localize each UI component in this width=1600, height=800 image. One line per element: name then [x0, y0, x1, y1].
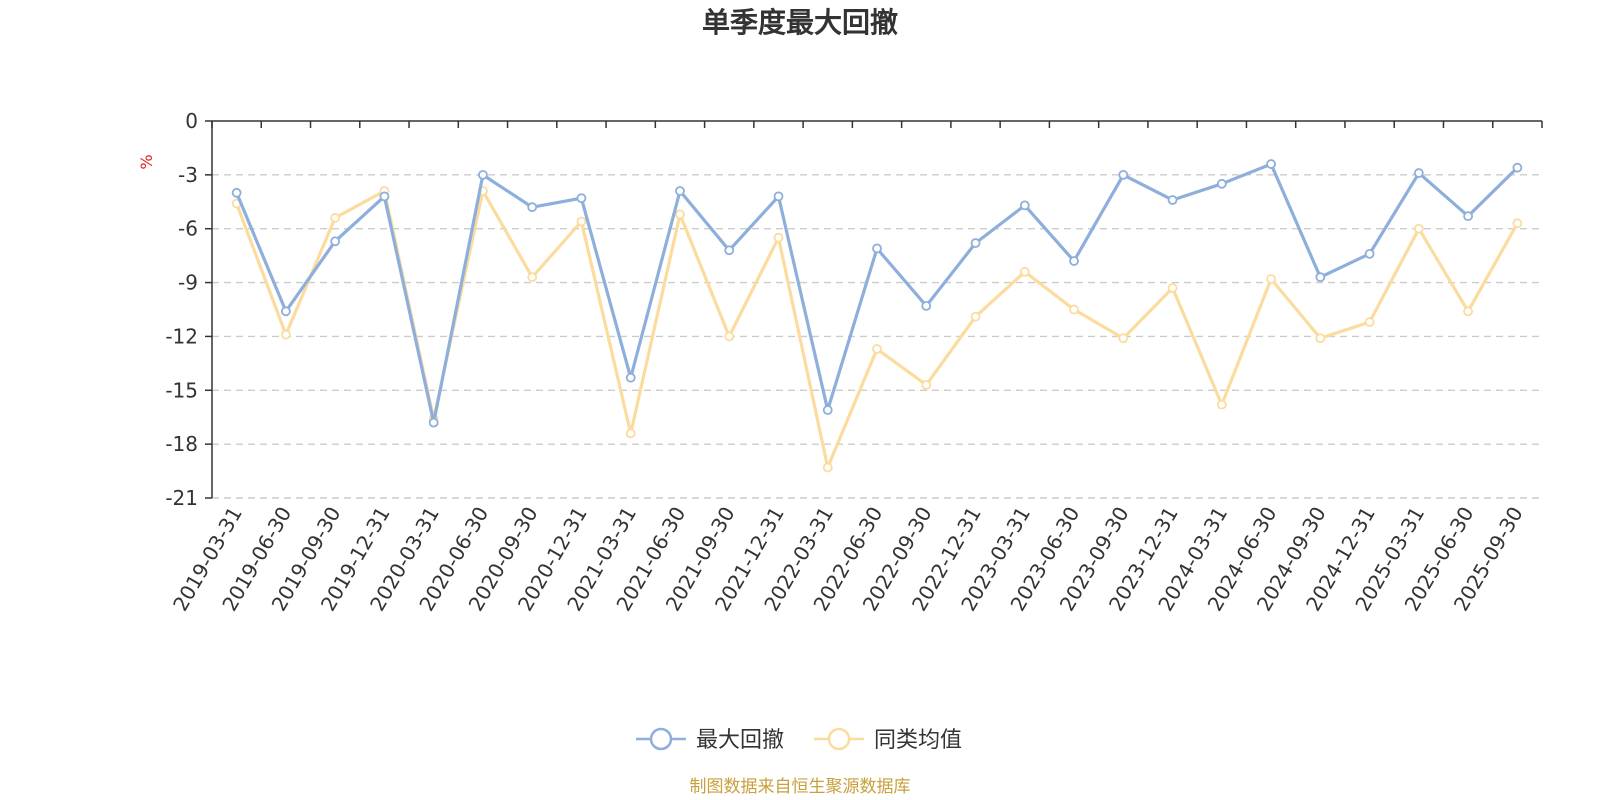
legend-item[interactable]: 最大回撤	[636, 727, 784, 753]
data-point[interactable]	[1315, 272, 1326, 283]
data-point[interactable]	[1512, 218, 1523, 229]
data-point[interactable]	[527, 202, 538, 213]
data-point[interactable]	[1167, 195, 1178, 205]
data-point[interactable]	[1069, 304, 1079, 315]
data-point[interactable]	[1463, 211, 1474, 222]
axes	[211, 120, 1542, 498]
series-line	[235, 189, 1519, 470]
data-point[interactable]	[921, 301, 932, 311]
data-point[interactable]	[1512, 162, 1523, 173]
data-point[interactable]	[330, 236, 341, 247]
data-point[interactable]	[280, 329, 291, 340]
series-1	[231, 186, 1523, 473]
data-point[interactable]	[675, 186, 685, 196]
data-point[interactable]	[379, 191, 390, 202]
legend-item[interactable]: 同类均值	[814, 727, 962, 753]
y-tick-label: -6	[178, 217, 198, 241]
legend-label: 最大回撤	[696, 728, 784, 753]
data-point[interactable]	[478, 169, 488, 180]
data-point[interactable]	[1413, 168, 1424, 178]
data-point[interactable]	[1266, 274, 1276, 284]
data-point[interactable]	[576, 193, 587, 204]
y-axis-unit: %	[137, 154, 156, 169]
legend-label: 同类均值	[874, 728, 962, 753]
data-point[interactable]	[970, 238, 981, 248]
data-point[interactable]	[1364, 317, 1375, 327]
data-point[interactable]	[527, 272, 538, 283]
data-point[interactable]	[1118, 333, 1129, 344]
data-point[interactable]	[1019, 266, 1030, 277]
data-point[interactable]	[1266, 159, 1276, 169]
y-tick-label: -15	[165, 378, 198, 402]
y-tick-label: -18	[165, 432, 198, 456]
data-point[interactable]	[1167, 283, 1178, 293]
y-tick-label: -9	[178, 271, 198, 295]
series-0	[231, 159, 1523, 428]
data-point[interactable]	[1216, 399, 1227, 410]
data-point[interactable]	[1364, 248, 1375, 259]
data-point[interactable]	[773, 232, 784, 243]
legend-marker-icon	[649, 727, 673, 751]
data-point[interactable]	[428, 417, 439, 428]
series-line	[235, 162, 1519, 425]
data-point[interactable]	[970, 311, 981, 322]
data-point[interactable]	[1463, 306, 1474, 317]
data-point[interactable]	[724, 245, 735, 256]
series-group	[231, 159, 1523, 473]
y-axis-ticks: 0 -3 -6 -9 -12 -15 -18 -21	[165, 109, 212, 510]
data-point[interactable]	[773, 191, 784, 202]
data-point[interactable]	[1315, 333, 1326, 344]
data-source-note: 制图数据来自恒生聚源数据库	[690, 777, 911, 797]
y-tick-label: -21	[165, 486, 198, 510]
data-point[interactable]	[1216, 178, 1227, 189]
data-point[interactable]	[822, 462, 833, 473]
legend[interactable]: 最大回撤 同类均值	[636, 727, 962, 753]
data-point[interactable]	[625, 372, 636, 383]
data-point[interactable]	[625, 428, 636, 439]
legend-marker-icon	[827, 727, 851, 751]
chart-title: 单季度最大回撤	[702, 6, 898, 39]
data-point[interactable]	[1413, 223, 1424, 234]
y-tick-label: -3	[178, 163, 198, 187]
data-point[interactable]	[872, 344, 882, 354]
data-point[interactable]	[330, 213, 341, 223]
data-point[interactable]	[724, 331, 735, 342]
data-point[interactable]	[822, 405, 833, 415]
y-tick-label: 0	[185, 109, 198, 133]
data-point[interactable]	[1019, 200, 1030, 211]
y-tick-label: -12	[165, 324, 198, 348]
data-point[interactable]	[921, 379, 932, 390]
data-point[interactable]	[1069, 256, 1079, 266]
data-point[interactable]	[280, 306, 291, 317]
grid-lines	[212, 174, 1542, 499]
data-point[interactable]	[1118, 169, 1129, 180]
data-point[interactable]	[576, 216, 587, 227]
data-point[interactable]	[872, 243, 882, 254]
data-point[interactable]	[675, 209, 685, 220]
data-point[interactable]	[231, 187, 242, 198]
